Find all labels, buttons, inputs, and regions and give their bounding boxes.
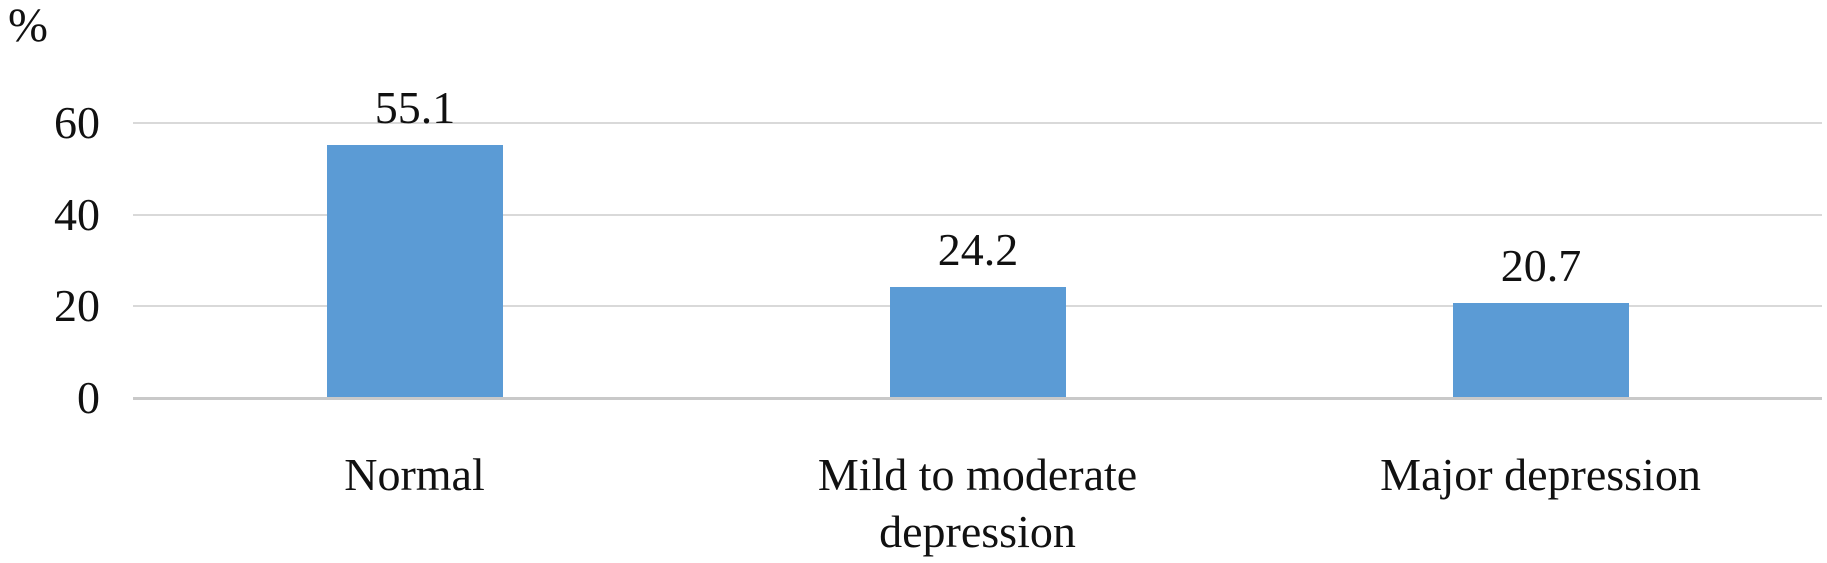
- bar-value-label-3: 20.7: [1500, 240, 1582, 291]
- y-tick-label-20: 20: [54, 280, 100, 331]
- y-axis-unit-label: %: [8, 0, 48, 52]
- bar-1: [327, 145, 503, 398]
- bar-3: [1453, 303, 1629, 398]
- gridline-60: [133, 122, 1822, 124]
- gridline-40: [133, 214, 1822, 216]
- y-tick-label-60: 60: [54, 97, 100, 148]
- bar-2: [890, 287, 1066, 398]
- category-label-3: Major depression: [1380, 449, 1701, 500]
- bar-value-label-2: 24.2: [937, 224, 1019, 275]
- bar-value-label-1: 55.1: [374, 82, 456, 133]
- category-label-1: Normal: [344, 449, 485, 500]
- x-axis-line: [133, 397, 1822, 400]
- y-tick-label-0: 0: [77, 372, 100, 423]
- y-tick-label-40: 40: [54, 189, 100, 240]
- category-label-2: Mild to moderate depression: [817, 449, 1138, 557]
